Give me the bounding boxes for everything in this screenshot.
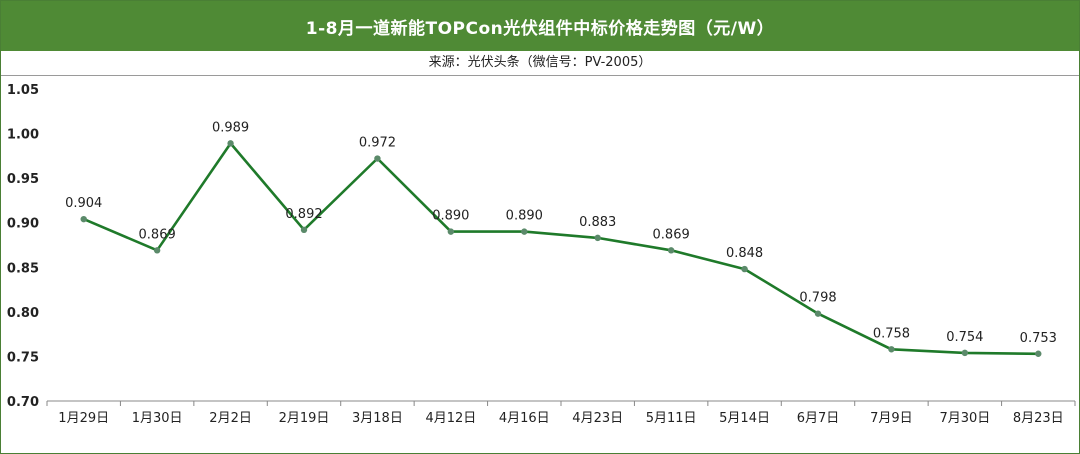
y-tick-label: 0.95 [7,172,39,187]
data-label: 0.972 [359,136,396,151]
x-tick-label: 8月23日 [1013,411,1064,426]
data-label: 0.890 [506,209,543,224]
data-point [80,215,87,223]
data-label: 0.890 [432,209,469,224]
x-tick-label: 3月18日 [352,411,403,426]
x-tick-label: 4月12日 [425,411,476,426]
x-tick-label: 1月29日 [58,411,109,426]
chart-source: 来源：光伏头条（微信号：PV-2005） [1,51,1079,76]
data-point [521,228,528,235]
data-label: 0.848 [726,246,763,261]
y-tick-label: 1.05 [7,83,39,98]
x-tick-label: 5月11日 [646,411,697,426]
data-point [227,140,234,147]
y-tick-label: 0.75 [7,350,39,365]
data-point [961,349,969,357]
x-tick-label: 6月7日 [797,411,840,426]
chart-title: 1-8月一道新能TOPCon光伏组件中标价格走势图（元/W） [1,1,1079,51]
data-point [374,155,381,162]
y-tick-label: 0.85 [7,261,39,276]
data-point [594,234,601,242]
x-tick-label: 7月9日 [870,411,913,426]
data-label: 0.754 [946,330,983,345]
x-tick-label: 2月19日 [279,411,330,426]
y-tick-label: 0.70 [7,395,39,410]
data-point [814,310,822,317]
data-label: 0.758 [873,326,910,341]
x-tick-label: 5月14日 [719,411,770,426]
x-tick-label: 7月30日 [939,411,990,426]
y-tick-label: 1.00 [7,128,39,143]
data-label: 0.989 [212,120,249,135]
data-point [300,226,308,234]
data-point [741,265,748,273]
data-label: 0.883 [579,215,616,230]
x-tick-label: 2月2日 [209,411,252,426]
data-label: 0.798 [799,291,836,306]
data-point [888,346,895,353]
data-label: 0.753 [1020,331,1057,346]
data-label: 0.869 [139,227,176,242]
x-tick-label: 1月30日 [132,411,183,426]
y-tick-label: 0.90 [7,217,39,232]
x-tick-label: 4月16日 [499,411,550,426]
data-point [667,247,675,254]
data-point [153,247,161,254]
x-tick-label: 4月23日 [572,411,623,426]
data-point [1035,350,1042,357]
series-line [82,142,1040,356]
data-label: 0.892 [285,207,322,222]
y-tick-label: 0.80 [7,306,39,321]
data-label: 0.869 [653,227,690,242]
data-label: 0.904 [65,196,102,211]
data-point [447,228,455,235]
